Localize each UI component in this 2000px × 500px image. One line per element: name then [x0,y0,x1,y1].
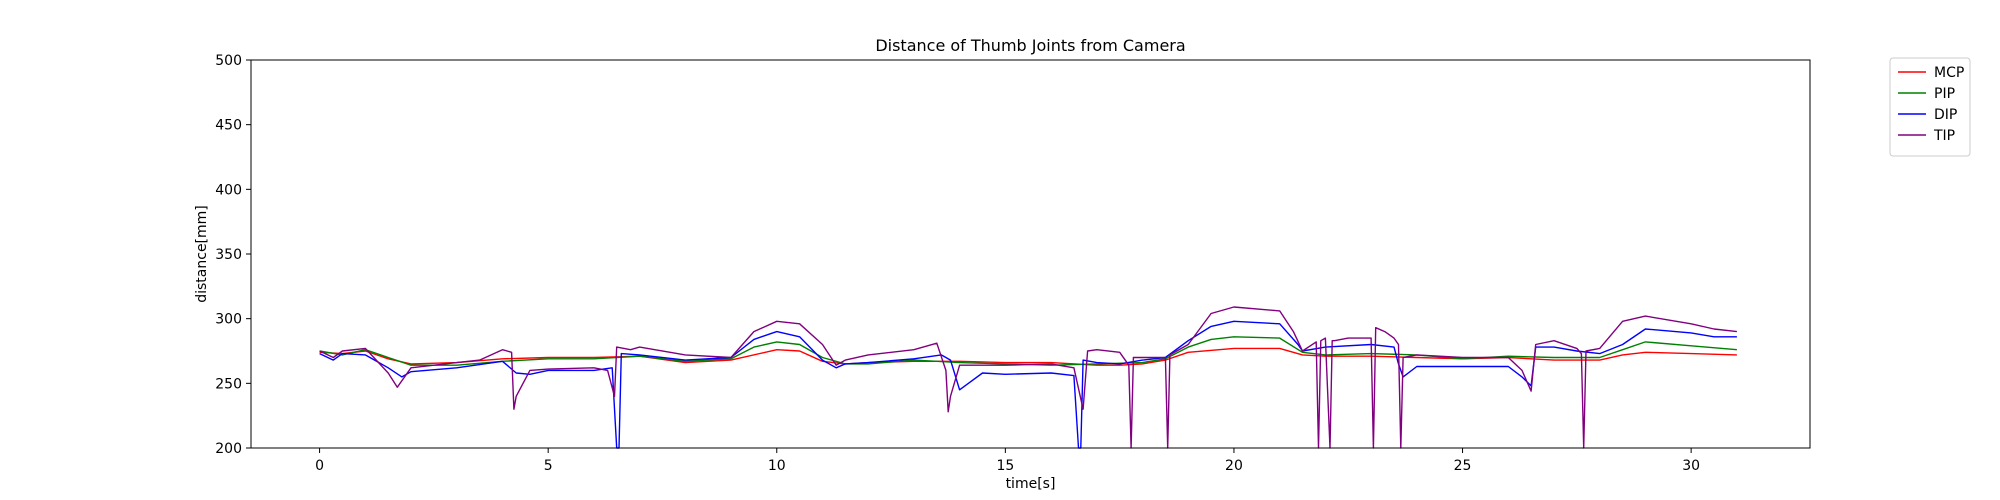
y-tick-label: 350 [215,247,242,263]
y-tick-label: 250 [215,376,242,392]
y-tick-label: 300 [215,312,242,328]
y-tick-label: 450 [215,118,242,134]
series-line-tip [319,306,1737,449]
legend: MCP PIP DIP TIP [1889,57,1971,157]
y-axis-label: distance[mm] [194,205,210,303]
legend-label: TIP [1933,128,1955,144]
y-tick-label: 400 [215,182,242,198]
x-tick-label: 0 [315,458,324,474]
legend-label: MCP [1934,65,1964,81]
x-tick-label: 20 [1225,458,1243,474]
legend-label: DIP [1934,107,1957,123]
x-tick-label: 25 [1454,458,1472,474]
x-tick-label: 15 [996,458,1014,474]
chart-title: Distance of Thumb Joints from Camera [875,36,1185,55]
x-tick-label: 5 [544,458,553,474]
series-line-pip [319,336,1737,366]
series-lines [319,306,1737,449]
y-tick-label: 200 [215,441,242,457]
y-tick-label: 500 [215,53,242,69]
x-tick-label: 10 [768,458,786,474]
x-axis-label: time[s] [1006,476,1056,492]
legend-box [1889,57,1971,157]
legend-label: PIP [1934,86,1955,102]
x-tick-label: 30 [1682,458,1700,474]
series-line-dip [319,320,1737,449]
plot-frame [250,59,1811,449]
axis-ticks: 0 5 10 15 20 25 30 200 250 300 350 400 450 500 [215,53,1700,474]
